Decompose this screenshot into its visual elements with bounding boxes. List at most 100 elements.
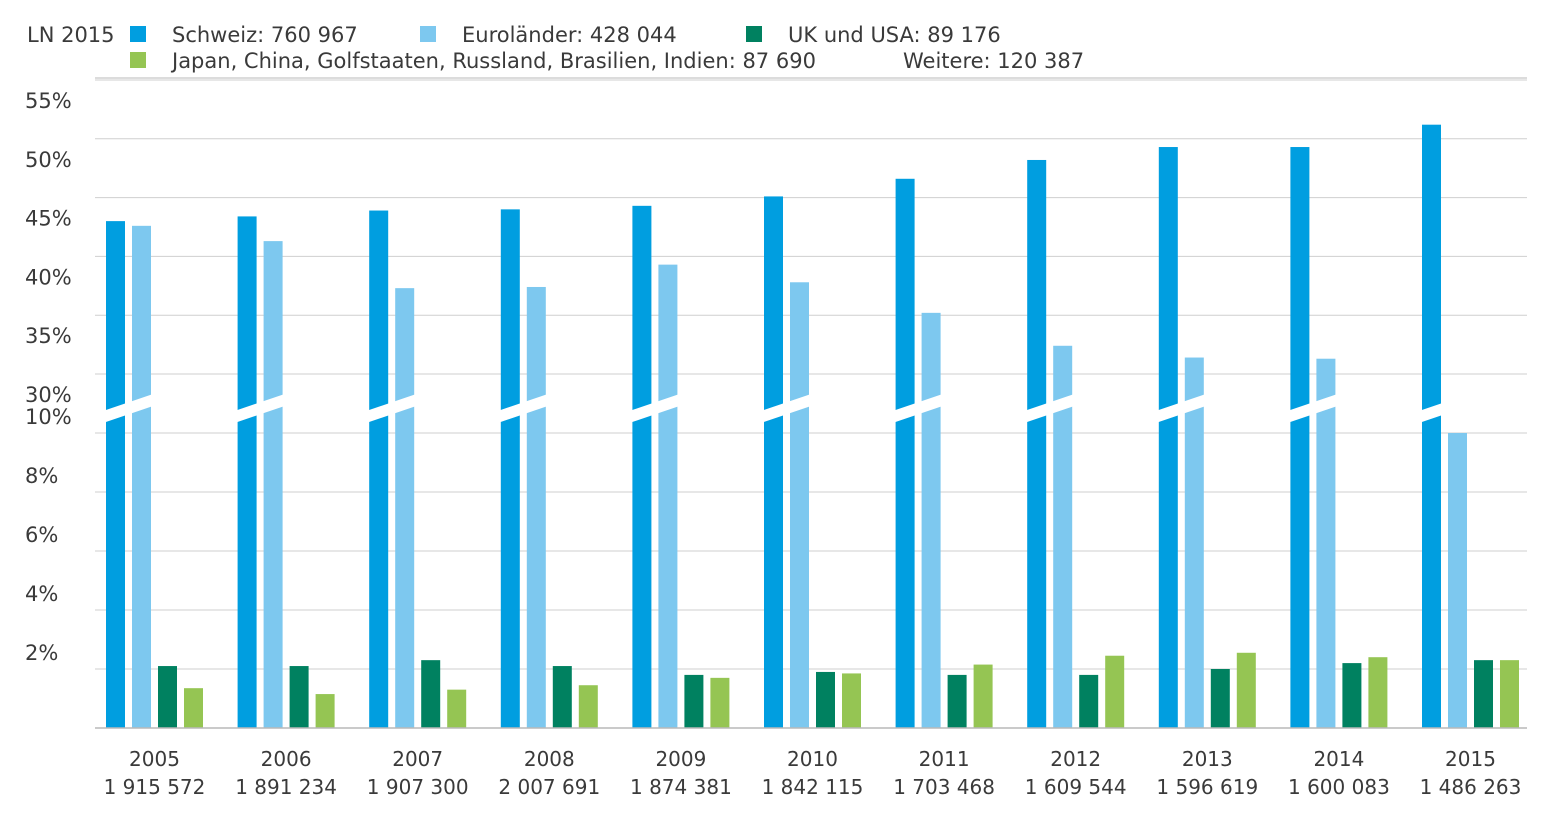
bar-eurolnder-2015 bbox=[1448, 433, 1467, 728]
axis-break bbox=[1021, 393, 1078, 424]
bar-ukundusa-2007 bbox=[421, 660, 441, 728]
legend-swatch bbox=[420, 26, 436, 42]
bar-japan-2006 bbox=[315, 694, 335, 728]
x-tick-label: 2015 bbox=[1445, 747, 1496, 771]
total-label: 1 486 263 bbox=[1420, 775, 1522, 799]
bar-schweiz-2011 bbox=[895, 178, 915, 728]
axis-break bbox=[494, 393, 551, 424]
bar-ukundusa-2005 bbox=[158, 666, 177, 728]
bar-japan-2005 bbox=[184, 688, 203, 728]
x-tick-label: 2009 bbox=[655, 747, 706, 771]
axis-break bbox=[626, 393, 683, 424]
bar-japan-2013 bbox=[1236, 652, 1256, 728]
bar-schweiz-2013 bbox=[1158, 147, 1178, 729]
bar-schweiz-2005 bbox=[106, 221, 125, 728]
y-tick-label: 10% bbox=[25, 405, 72, 429]
y-tick-label: 2% bbox=[25, 641, 58, 665]
bar-eurolnder-2012 bbox=[1053, 345, 1073, 728]
x-tick-label: 2005 bbox=[129, 747, 180, 771]
total-label: 1 891 234 bbox=[235, 775, 337, 799]
bar-eurolnder-2006 bbox=[263, 241, 283, 728]
y-tick-label: 35% bbox=[25, 324, 72, 348]
legend-title: LN 2015 bbox=[27, 23, 115, 47]
bar-ukundusa-2012 bbox=[1079, 674, 1099, 728]
bar-japan-2015 bbox=[1500, 660, 1519, 728]
bar-eurolnder-2013 bbox=[1184, 357, 1204, 728]
bar-schweiz-2010 bbox=[764, 196, 783, 728]
legend-swatch bbox=[130, 26, 146, 42]
bar-eurolnder-2010 bbox=[790, 282, 809, 728]
bar-japan-2010 bbox=[842, 673, 861, 728]
bar-japan-2014 bbox=[1368, 657, 1388, 728]
bar-japan-2009 bbox=[710, 677, 730, 728]
x-axis: 2005 1 915 572 2006 1 891 234 2007 1 907 300 2… bbox=[104, 747, 1522, 799]
bar-ukundusa-2015 bbox=[1474, 660, 1493, 728]
bar-japan-2007 bbox=[447, 689, 467, 728]
bars bbox=[106, 124, 1519, 729]
axis-break bbox=[758, 393, 814, 424]
legend-label: Weitere: 120 387 bbox=[903, 49, 1084, 73]
legend-swatch bbox=[130, 52, 146, 68]
axis-break bbox=[231, 393, 288, 424]
x-tick-label: 2006 bbox=[261, 747, 312, 771]
bar-japan-2008 bbox=[578, 685, 598, 728]
bar-ukundusa-2010 bbox=[816, 671, 835, 728]
y-tick-label: 55% bbox=[25, 89, 72, 113]
bar-schweiz-2014 bbox=[1290, 147, 1310, 729]
gridlines bbox=[95, 77, 1527, 670]
legend-label: Japan, China, Golfstaaten, Russland, Bra… bbox=[170, 49, 816, 73]
y-axis: 2% 4% 6% 8% 10%30% 35% 40% 45% 50% 55% bbox=[25, 89, 72, 665]
x-tick-label: 2014 bbox=[1313, 747, 1364, 771]
x-tick-label: 2007 bbox=[392, 747, 443, 771]
bar-eurolnder-2009 bbox=[658, 264, 678, 728]
bar-ukundusa-2008 bbox=[552, 666, 572, 728]
bar-ukundusa-2013 bbox=[1210, 669, 1230, 728]
total-label: 1 609 544 bbox=[1025, 775, 1127, 799]
total-label: 1 907 300 bbox=[367, 775, 469, 799]
y-tick-label: 30% bbox=[25, 383, 72, 407]
legend-label: UK und USA: 89 176 bbox=[788, 23, 1001, 47]
total-label: 1 600 083 bbox=[1288, 775, 1390, 799]
total-label: 2 007 691 bbox=[498, 775, 600, 799]
bar-eurolnder-2014 bbox=[1316, 358, 1336, 728]
bar-schweiz-2007 bbox=[369, 210, 389, 728]
y-tick-label: 40% bbox=[25, 265, 72, 289]
x-tick-label: 2008 bbox=[524, 747, 575, 771]
axis-break bbox=[889, 393, 946, 424]
bar-schweiz-2012 bbox=[1027, 159, 1047, 728]
x-tick-label: 2011 bbox=[919, 747, 970, 771]
axis-break bbox=[1416, 393, 1472, 424]
bar-eurolnder-2008 bbox=[526, 286, 546, 728]
total-label: 1 596 619 bbox=[1156, 775, 1258, 799]
bar-schweiz-2006 bbox=[237, 216, 257, 728]
axis-break bbox=[363, 393, 420, 424]
legend-label: Schweiz: 760 967 bbox=[172, 23, 358, 47]
x-tick-label: 2010 bbox=[787, 747, 838, 771]
total-label: 1 915 572 bbox=[104, 775, 206, 799]
legend-label: Euroländer: 428 044 bbox=[462, 23, 677, 47]
y-tick-label: 45% bbox=[25, 207, 72, 231]
x-tick-label: 2013 bbox=[1182, 747, 1233, 771]
y-tick-label: 4% bbox=[25, 582, 58, 606]
bar-schweiz-2008 bbox=[500, 209, 520, 729]
bar-schweiz-2015 bbox=[1422, 124, 1441, 729]
axis-break bbox=[100, 393, 156, 424]
axis-break bbox=[1284, 393, 1341, 424]
bar-eurolnder-2007 bbox=[395, 288, 415, 728]
legend-swatch bbox=[746, 26, 762, 42]
bar-ukundusa-2009 bbox=[684, 674, 704, 728]
bar-japan-2012 bbox=[1105, 655, 1125, 728]
bar-eurolnder-2005 bbox=[132, 225, 151, 728]
bar-ukundusa-2011 bbox=[947, 674, 967, 728]
total-label: 1 703 468 bbox=[893, 775, 995, 799]
x-tick-label: 2012 bbox=[1050, 747, 1101, 771]
bar-japan-2011 bbox=[973, 664, 993, 728]
y-tick-label: 8% bbox=[25, 464, 58, 488]
axis-break bbox=[1152, 393, 1209, 424]
bar-ukundusa-2006 bbox=[289, 666, 309, 728]
total-label: 1 874 381 bbox=[630, 775, 732, 799]
bar-eurolnder-2011 bbox=[921, 312, 941, 728]
y-tick-label: 6% bbox=[25, 523, 58, 547]
bar-ukundusa-2014 bbox=[1342, 663, 1362, 728]
